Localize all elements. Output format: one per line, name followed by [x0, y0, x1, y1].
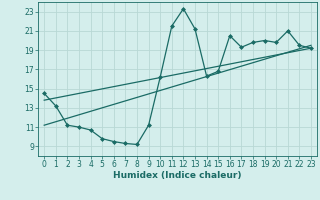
X-axis label: Humidex (Indice chaleur): Humidex (Indice chaleur): [113, 171, 242, 180]
